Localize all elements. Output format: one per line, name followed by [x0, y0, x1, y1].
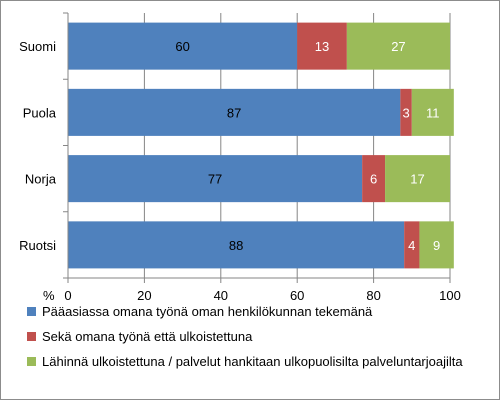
data-label: 11	[426, 105, 440, 120]
bar-segment	[68, 22, 298, 70]
data-label: 6	[370, 172, 377, 187]
bar-segment	[297, 22, 347, 70]
x-tick-label: 100	[439, 288, 461, 301]
legend-label: Sekä omana työnä että ulkoistettuna	[42, 329, 253, 344]
bar-segment	[404, 221, 420, 269]
legend-item: Lähinnä ulkoistettuna / palvelut hankita…	[27, 354, 497, 376]
data-label: 9	[433, 238, 440, 253]
data-label: 87	[227, 105, 241, 120]
data-label: 17	[410, 172, 424, 187]
data-label: 77	[208, 172, 222, 187]
legend-item: Sekä omana työnä että ulkoistettuna	[27, 329, 497, 351]
data-label: 3	[402, 105, 409, 120]
category-label: Ruotsi	[19, 238, 56, 253]
legend-swatch	[27, 307, 36, 316]
stacked-bar-chart: 60 13 27 87 3 11 77 6 17 88 4 9 0 20 40 60 80 100 Suomi Pu…	[19, 12, 461, 303]
legend-item: Pääasiassa omana työnä oman henkilökunna…	[27, 304, 497, 326]
x-tick-label: 60	[290, 288, 304, 301]
x-tick-label: 20	[137, 288, 151, 301]
bar-segment	[385, 155, 450, 203]
bar-segment	[362, 155, 386, 203]
bar-segment	[68, 155, 363, 203]
bars: 60 13 27 87 3 11 77 6 17 88 4 9	[68, 22, 454, 269]
legend-label: Lähinnä ulkoistettuna / palvelut hankita…	[42, 354, 463, 369]
bar-segment	[400, 88, 412, 136]
bar-segment	[68, 88, 401, 136]
data-label: 60	[175, 39, 189, 54]
legend-swatch	[27, 357, 36, 366]
x-tick-label: 0	[64, 288, 71, 301]
x-tick-label: 40	[214, 288, 228, 301]
legend-label: Pääasiassa omana työnä oman henkilökunna…	[42, 304, 373, 319]
data-label: 88	[229, 238, 243, 253]
category-label: Puola	[23, 105, 57, 120]
legend-swatch	[27, 332, 36, 341]
data-label: 13	[315, 39, 329, 54]
bar-segment	[346, 22, 450, 70]
x-axis-unit-label: %	[43, 288, 55, 301]
data-label: 27	[391, 39, 405, 54]
category-label: Suomi	[19, 39, 56, 54]
legend: Pääasiassa omana työnä oman henkilökunna…	[27, 304, 497, 379]
category-label: Norja	[25, 172, 57, 187]
axes: 0 20 40 60 80 100 Suomi Puola Norja Ruotsi	[19, 12, 461, 303]
data-label: 4	[408, 238, 415, 253]
x-tick-label: 80	[366, 288, 380, 301]
bar-segment	[411, 88, 454, 136]
bar-segment	[419, 221, 454, 269]
bar-segment	[68, 221, 405, 269]
